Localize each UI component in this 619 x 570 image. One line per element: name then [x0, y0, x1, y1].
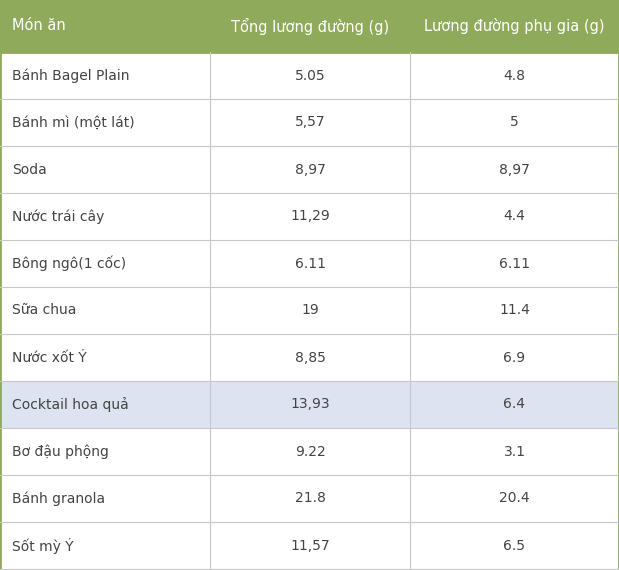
Text: Tổng lương đường (g): Tổng lương đường (g) — [231, 18, 389, 35]
Bar — [0, 428, 619, 475]
Text: 6.5: 6.5 — [503, 539, 526, 552]
Text: 6.4: 6.4 — [503, 397, 526, 412]
Text: 11,57: 11,57 — [290, 539, 330, 552]
Bar — [0, 381, 619, 428]
Bar — [0, 334, 619, 381]
Text: 11.4: 11.4 — [499, 303, 530, 317]
Text: Lương đường phụ gia (g): Lương đường phụ gia (g) — [424, 18, 605, 34]
Text: 8,85: 8,85 — [295, 351, 326, 364]
Bar — [0, 146, 619, 193]
Bar — [0, 240, 619, 287]
Text: Cocktail hoa quả: Cocktail hoa quả — [12, 397, 129, 412]
Text: Soda: Soda — [12, 162, 47, 177]
Text: 6.9: 6.9 — [503, 351, 526, 364]
Bar — [0, 522, 619, 569]
Text: Bơ đậu phộng: Bơ đậu phộng — [12, 444, 109, 459]
Text: Bánh mì (một lát): Bánh mì (một lát) — [12, 116, 134, 129]
Text: 4.8: 4.8 — [503, 68, 526, 83]
Text: Món ăn: Món ăn — [12, 18, 66, 34]
Bar — [0, 193, 619, 240]
Text: 8,97: 8,97 — [499, 162, 530, 177]
Text: 11,29: 11,29 — [290, 210, 330, 223]
Text: Nước xốt Ý: Nước xốt Ý — [12, 351, 87, 364]
Bar — [0, 0, 619, 52]
Text: 4.4: 4.4 — [504, 210, 526, 223]
Bar — [0, 475, 619, 522]
Text: 20.4: 20.4 — [499, 491, 530, 506]
Bar — [0, 287, 619, 334]
Text: 5,57: 5,57 — [295, 116, 326, 129]
Text: 3.1: 3.1 — [503, 445, 526, 458]
Text: 19: 19 — [301, 303, 319, 317]
Text: 9.22: 9.22 — [295, 445, 326, 458]
Text: 13,93: 13,93 — [290, 397, 330, 412]
Text: 8,97: 8,97 — [295, 162, 326, 177]
Text: 6.11: 6.11 — [499, 256, 530, 271]
Bar — [0, 99, 619, 146]
Text: Sữa chua: Sữa chua — [12, 303, 76, 317]
Text: 5: 5 — [510, 116, 519, 129]
Bar — [0, 52, 619, 99]
Text: Sốt mỳ Ý: Sốt mỳ Ý — [12, 538, 74, 553]
Text: Nước trái cây: Nước trái cây — [12, 209, 105, 224]
Text: 6.11: 6.11 — [295, 256, 326, 271]
Text: 21.8: 21.8 — [295, 491, 326, 506]
Text: Bánh granola: Bánh granola — [12, 491, 105, 506]
Text: 5.05: 5.05 — [295, 68, 326, 83]
Text: Bông ngô(1 cốc): Bông ngô(1 cốc) — [12, 256, 126, 271]
Text: Bánh Bagel Plain: Bánh Bagel Plain — [12, 68, 129, 83]
